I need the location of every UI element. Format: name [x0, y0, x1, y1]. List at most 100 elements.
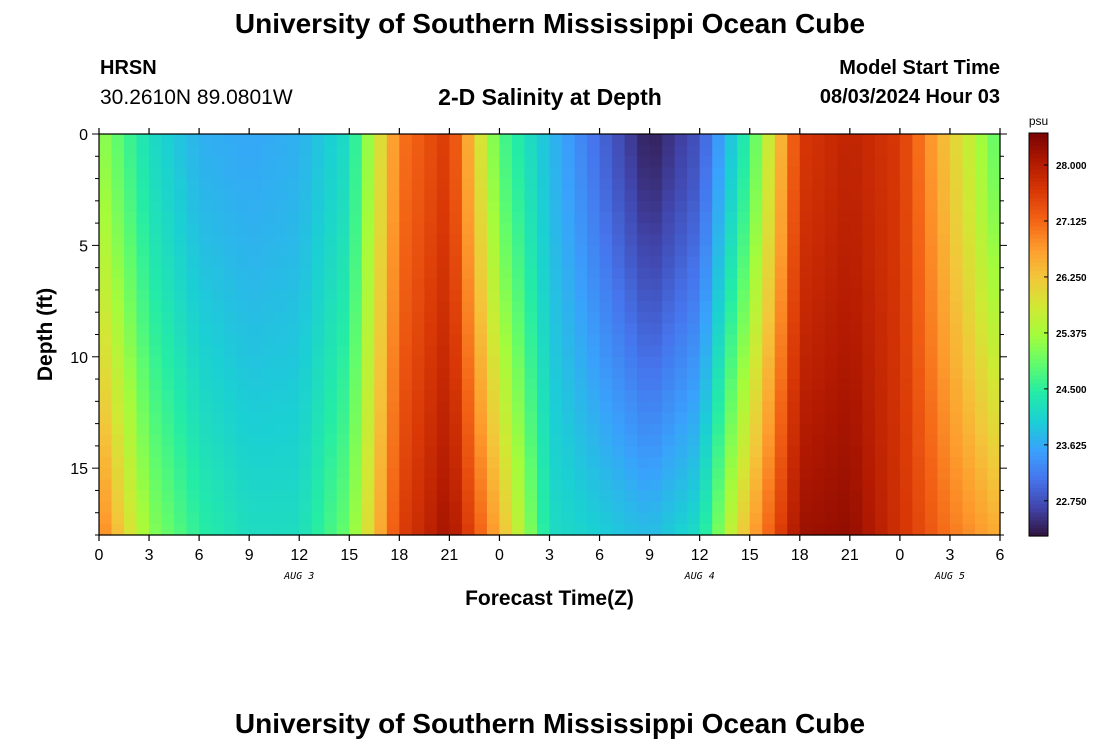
heatmap-cell [587, 323, 601, 336]
heatmap-cell [524, 223, 538, 235]
heatmap-cell [662, 145, 676, 157]
colorbar-swatch [1029, 213, 1048, 219]
colorbar-swatch [1029, 330, 1048, 336]
heatmap-cell [136, 189, 150, 202]
heatmap-cell [111, 401, 125, 414]
heatmap-cell [149, 390, 163, 402]
heatmap-cell [912, 189, 926, 202]
heatmap-cell [336, 145, 350, 157]
heatmap-cell [211, 468, 225, 480]
heatmap-cell [299, 401, 313, 414]
heatmap-cell [99, 323, 113, 336]
heatmap-cell [599, 334, 613, 347]
heatmap-cell [299, 367, 313, 380]
heatmap-cell [111, 256, 125, 269]
heatmap-cell [411, 267, 425, 280]
heatmap-cell [899, 490, 913, 503]
heatmap-cell [136, 145, 150, 157]
heatmap-cell [774, 323, 788, 336]
heatmap-cell [787, 512, 801, 525]
heatmap-cell [624, 278, 638, 291]
heatmap-cell [749, 434, 763, 447]
heatmap-cell [587, 256, 601, 269]
heatmap-cell [674, 412, 688, 425]
heatmap-cell [849, 523, 863, 536]
heatmap-cell [862, 345, 876, 358]
heatmap-cell [812, 145, 826, 157]
heatmap-cell [311, 323, 325, 336]
heatmap-cell [912, 401, 926, 414]
heatmap-cell [136, 223, 150, 235]
heatmap-cell [261, 301, 275, 313]
heatmap-cell [399, 323, 413, 336]
heatmap-cell [411, 323, 425, 336]
heatmap-cell [524, 189, 538, 202]
heatmap-cell [261, 178, 275, 191]
heatmap-cell [624, 211, 638, 224]
heatmap-cell [386, 289, 400, 302]
heatmap-cell [499, 323, 513, 336]
heatmap-cell [824, 356, 838, 369]
heatmap-cell [361, 423, 375, 436]
heatmap-cell [587, 445, 601, 458]
heatmap-cell [962, 223, 976, 235]
heatmap-cell [987, 211, 1001, 224]
heatmap-cell [224, 457, 238, 469]
heatmap-cell [587, 312, 601, 324]
heatmap-cell [562, 501, 576, 514]
heatmap-cell [649, 289, 663, 302]
heatmap-cell [386, 457, 400, 469]
heatmap-cell [924, 234, 939, 246]
heatmap-cell [99, 301, 113, 313]
heatmap-cell [186, 367, 200, 380]
colorbar-swatch [1029, 443, 1048, 448]
heatmap-cell [699, 401, 713, 414]
heatmap-cell [149, 301, 163, 313]
heatmap-cell [336, 312, 350, 324]
heatmap-cell [987, 267, 1001, 280]
heatmap-cell [924, 289, 939, 302]
heatmap-cell [849, 156, 863, 169]
heatmap-cell [286, 234, 300, 246]
heatmap-cell [987, 156, 1001, 169]
heatmap-cell [837, 234, 851, 246]
heatmap-cell [987, 189, 1001, 202]
heatmap-cell [837, 145, 851, 157]
heatmap-cell [837, 523, 851, 536]
heatmap-cell [386, 156, 400, 169]
heatmap-cell [862, 200, 876, 213]
colorbar-swatch [1029, 169, 1048, 174]
heatmap-cell [349, 156, 363, 169]
heatmap-cell [737, 167, 751, 180]
heatmap-cell [224, 211, 238, 224]
heatmap-cell [624, 423, 638, 436]
heatmap-cell [762, 479, 776, 492]
heatmap-cell [737, 523, 751, 536]
heatmap-cell [336, 289, 350, 302]
heatmap-cell [236, 323, 250, 336]
heatmap-cell [486, 256, 501, 269]
heatmap-cell [524, 211, 538, 224]
heatmap-cell [849, 167, 863, 180]
heatmap-cell [436, 479, 450, 492]
heatmap-cell [449, 134, 463, 146]
heatmap-cell [837, 245, 851, 258]
x-tick-label: 12 [290, 547, 308, 564]
heatmap-cell [99, 134, 113, 146]
heatmap-cell [612, 423, 626, 436]
heatmap-cell [624, 479, 638, 492]
heatmap-cell [562, 278, 576, 291]
heatmap-cell [574, 278, 588, 291]
heatmap-cell [962, 457, 976, 469]
heatmap-cell [274, 490, 288, 503]
heatmap-cell [274, 345, 288, 358]
heatmap-cell [499, 345, 513, 358]
heatmap-cell [724, 200, 738, 213]
heatmap-cell [111, 145, 125, 157]
heatmap-cell [824, 468, 838, 480]
heatmap-cell [712, 211, 726, 224]
heatmap-cell [649, 189, 663, 202]
heatmap-cell [349, 367, 363, 380]
heatmap-cell [612, 267, 626, 280]
heatmap-cell [299, 223, 313, 235]
